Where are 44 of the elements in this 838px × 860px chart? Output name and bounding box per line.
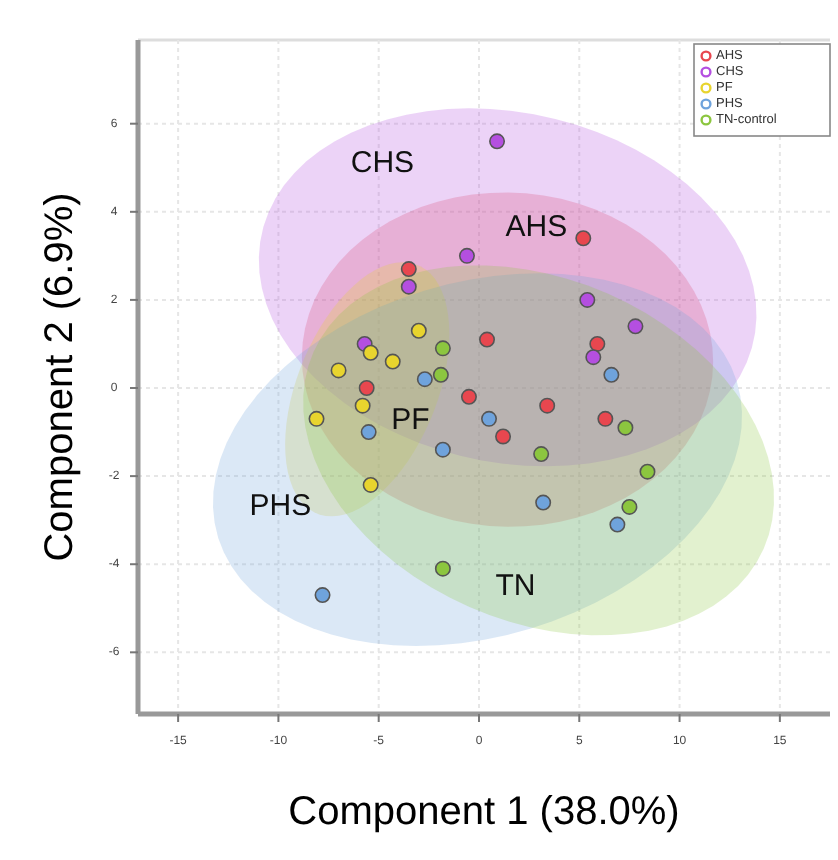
point xyxy=(533,446,550,463)
point xyxy=(460,388,477,405)
point xyxy=(617,419,634,436)
point xyxy=(308,410,325,427)
annotation: PF xyxy=(391,402,430,437)
annotation: TN xyxy=(495,569,536,604)
point xyxy=(358,380,375,397)
point xyxy=(627,318,644,335)
annotation: AHS xyxy=(505,210,568,245)
point xyxy=(589,335,606,352)
point xyxy=(354,397,371,414)
point xyxy=(432,366,449,383)
point xyxy=(579,291,596,308)
point xyxy=(535,494,552,511)
point xyxy=(489,133,506,150)
point xyxy=(481,410,498,427)
point xyxy=(360,424,377,441)
annotation: CHS xyxy=(350,145,415,180)
point xyxy=(362,476,379,493)
point xyxy=(539,397,556,414)
point xyxy=(416,371,433,388)
point xyxy=(609,516,626,533)
point xyxy=(330,362,347,379)
point xyxy=(400,278,417,295)
annotation: PHS xyxy=(249,488,312,523)
point xyxy=(362,344,379,361)
point xyxy=(479,331,496,348)
point xyxy=(597,410,614,427)
point xyxy=(384,353,401,370)
point xyxy=(314,587,331,604)
point xyxy=(621,498,638,515)
point xyxy=(603,366,620,383)
point xyxy=(458,247,475,264)
y-axis-title: Component 2 (6.9%) xyxy=(38,192,82,562)
point xyxy=(434,560,451,577)
point xyxy=(410,322,427,339)
point xyxy=(585,349,602,366)
point xyxy=(639,463,656,480)
point xyxy=(434,441,451,458)
point xyxy=(400,261,417,278)
point xyxy=(495,428,512,445)
x-axis-title: Component 1 (38.0%) xyxy=(288,790,680,834)
point xyxy=(575,230,592,247)
point xyxy=(434,340,451,357)
